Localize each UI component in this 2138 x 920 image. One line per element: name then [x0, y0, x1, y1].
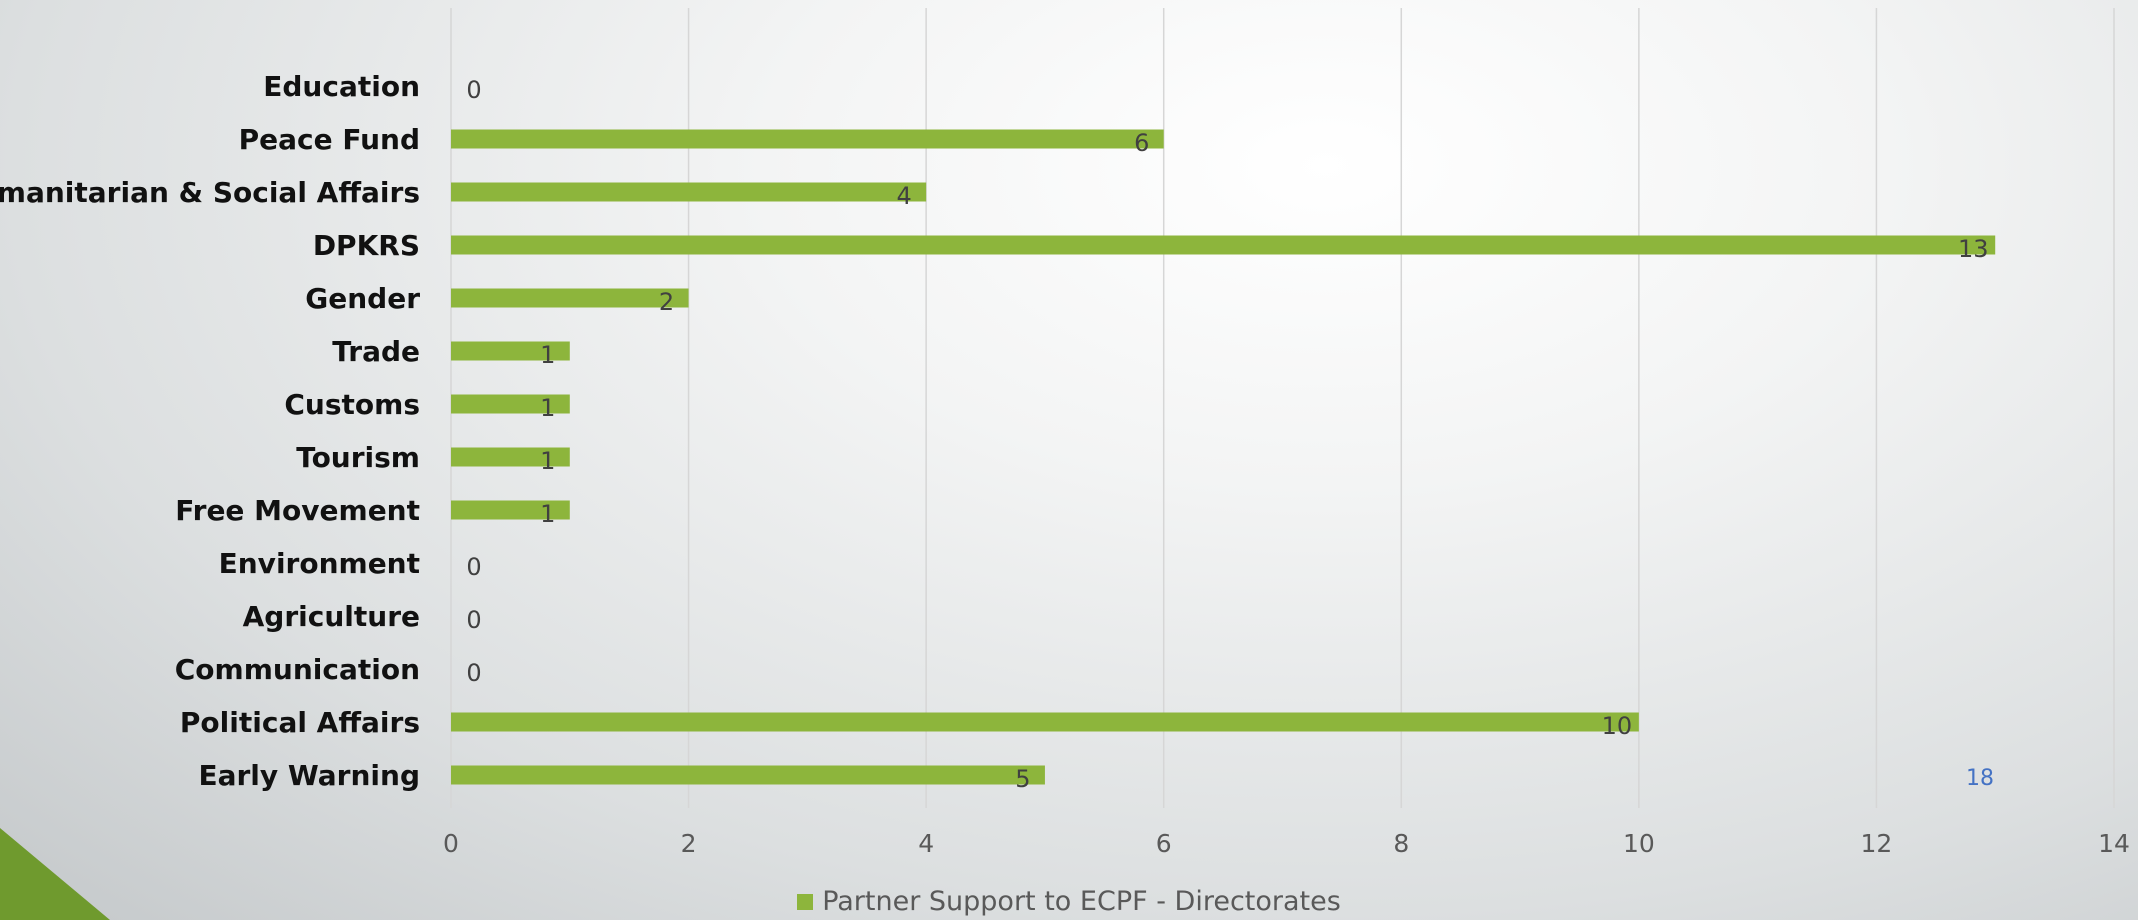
category-label-free-movement: Free Movement [175, 494, 420, 527]
data-label-political-affairs: 10 [1602, 712, 1633, 740]
data-label-communication: 0 [466, 659, 481, 687]
category-label-gender: Gender [305, 282, 420, 315]
x-tick-label-2: 2 [681, 829, 697, 858]
x-tick-label-0: 0 [443, 829, 459, 858]
data-label-gender: 2 [659, 288, 674, 316]
category-labels: Education Peace Fund Humanitarian & Social… [0, 70, 420, 792]
category-label-agriculture: Agriculture [243, 600, 420, 633]
bar-free-movement [451, 500, 570, 520]
category-label-early-warning: Early Warning [198, 759, 420, 792]
gridlines [450, 8, 2115, 808]
data-label-peace-fund: 6 [1134, 129, 1149, 157]
corner-decoration [0, 828, 110, 920]
x-tick-label-12: 12 [1861, 829, 1893, 858]
bar-political-affairs [451, 712, 1639, 732]
bar-customs [451, 394, 570, 414]
bar-gender [451, 288, 689, 308]
x-tick-label-10: 10 [1623, 829, 1655, 858]
x-tick-label-4: 4 [918, 829, 934, 858]
category-label-communication: Communication [175, 653, 420, 686]
legend: Partner Support to ECPF - Directorates [0, 886, 2138, 917]
category-label-education: Education [263, 70, 420, 103]
data-label-environment: 0 [466, 553, 481, 581]
page-number: 18 [1966, 766, 1994, 791]
x-axis-ticks: 0 2 4 6 8 10 12 14 [443, 829, 2130, 858]
x-tick-label-8: 8 [1393, 829, 1409, 858]
bar-peace-fund [451, 129, 1164, 149]
data-label-trade: 1 [540, 341, 555, 369]
data-label-tourism: 1 [540, 447, 555, 475]
category-label-customs: Customs [284, 388, 420, 421]
category-label-peace-fund: Peace Fund [239, 123, 420, 156]
legend-label: Partner Support to ECPF - Directorates [822, 886, 1341, 917]
x-tick-label-6: 6 [1156, 829, 1172, 858]
bars [451, 129, 1996, 785]
bar-early-warning [451, 765, 1045, 785]
data-label-education: 0 [466, 76, 481, 104]
category-label-humanitarian-social-affairs: Humanitarian & Social Affairs [0, 176, 420, 209]
data-label-dpkrs: 13 [1958, 235, 1989, 263]
category-label-political-affairs: Political Affairs [180, 706, 420, 739]
category-label-trade: Trade [332, 335, 420, 368]
bar-trade [451, 341, 570, 361]
category-label-environment: Environment [219, 547, 420, 580]
data-label-humanitarian-social-affairs: 4 [897, 182, 912, 210]
category-label-dpkrs: DPKRS [313, 229, 420, 262]
bar-humanitarian-social-affairs [451, 182, 927, 202]
x-tick-label-14: 14 [2098, 829, 2130, 858]
category-label-tourism: Tourism [296, 441, 420, 474]
bar-dpkrs [451, 235, 1996, 255]
bar-tourism [451, 447, 570, 467]
data-label-customs: 1 [540, 394, 555, 422]
data-label-early-warning: 5 [1015, 765, 1030, 793]
legend-swatch [797, 893, 814, 910]
data-label-agriculture: 0 [466, 606, 481, 634]
data-label-free-movement: 1 [540, 500, 555, 528]
